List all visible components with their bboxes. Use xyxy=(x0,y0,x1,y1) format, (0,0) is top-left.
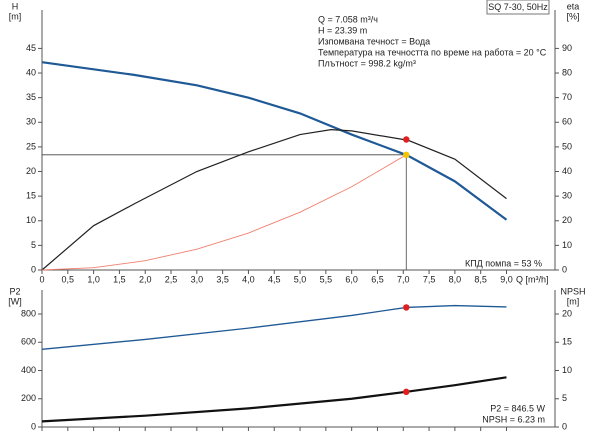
y-axis-unit: [W] xyxy=(8,296,22,306)
x-tick-label: 8,0 xyxy=(449,274,462,284)
info-line: H = 23.39 m xyxy=(318,25,367,35)
x-axis-label: Q [m³/h] xyxy=(516,274,549,284)
y2-tick-label: 15 xyxy=(562,337,572,347)
x-tick-label: 6,0 xyxy=(345,274,358,284)
duty-point xyxy=(403,136,410,143)
y-tick-label: 40 xyxy=(26,67,36,77)
y-tick-label: 30 xyxy=(26,117,36,127)
y-tick-label: 20 xyxy=(26,166,36,176)
y-tick-label: 5 xyxy=(31,240,36,250)
x-tick-label: 1,0 xyxy=(87,274,100,284)
chart-title: SQ 7-30, 50Hz xyxy=(488,2,548,12)
y-tick-label: 45 xyxy=(26,43,36,53)
info-line: NPSH = 6.23 m xyxy=(482,414,545,424)
info-line: Изпомвана течност = Вода xyxy=(318,36,430,46)
y-tick-label: 0 xyxy=(31,421,36,431)
curve xyxy=(41,376,507,423)
y2-tick-label: 40 xyxy=(562,166,572,176)
x-tick-label: 5,5 xyxy=(320,274,333,284)
y-tick-label: 35 xyxy=(26,92,36,102)
y2-axis-label: eta xyxy=(567,1,580,11)
y2-tick-label: 90 xyxy=(562,43,572,53)
y-tick-label: 15 xyxy=(26,191,36,201)
y2-tick-label: 5 xyxy=(562,393,567,403)
crosshair xyxy=(42,154,407,270)
y2-tick-label: 20 xyxy=(562,308,572,318)
info-line: Температура на течността по време на раб… xyxy=(318,47,547,57)
y2-tick-label: 0 xyxy=(562,264,567,274)
curve xyxy=(41,61,508,221)
x-tick-label: 3,5 xyxy=(216,274,229,284)
curve xyxy=(41,129,507,271)
y-tick-label: 800 xyxy=(21,308,36,318)
x-tick-label: 2,5 xyxy=(165,274,178,284)
y2-tick-label: 20 xyxy=(562,215,572,225)
duty-point xyxy=(403,304,410,311)
y-tick-label: 25 xyxy=(26,141,36,151)
y2-tick-label: 10 xyxy=(562,240,572,250)
duty-point xyxy=(403,388,410,396)
x-tick-label: 3,0 xyxy=(191,274,204,284)
plot-frame xyxy=(41,290,556,428)
info-line: Плътност = 998.2 kg/m³ xyxy=(318,58,416,68)
curve xyxy=(41,154,407,271)
y-axis-label: H xyxy=(12,1,19,11)
x-tick-label: 0,5 xyxy=(62,274,75,284)
x-tick-label: 0 xyxy=(39,274,44,284)
x-tick-label: 8,5 xyxy=(474,274,487,284)
y2-tick-label: 80 xyxy=(562,67,572,77)
info-line: Q = 7.058 m³/ч xyxy=(318,14,378,24)
efficiency-note: КПД помпа = 53 % xyxy=(465,258,542,268)
info-line: P2 = 846.5 W xyxy=(490,403,545,413)
y-tick-label: 400 xyxy=(21,365,36,375)
y2-axis-label: NPSH xyxy=(560,286,585,296)
y2-tick-label: 70 xyxy=(562,92,572,102)
y-axis-unit: [m] xyxy=(9,11,22,21)
x-tick-label: 7,0 xyxy=(397,274,410,284)
y2-tick-label: 10 xyxy=(562,365,572,375)
x-tick-label: 2,0 xyxy=(139,274,152,284)
y-tick-label: 200 xyxy=(21,393,36,403)
y2-tick-label: 60 xyxy=(562,117,572,127)
x-tick-label: 6,5 xyxy=(371,274,384,284)
curve xyxy=(41,304,507,350)
y2-tick-label: 50 xyxy=(562,141,572,151)
x-tick-label: 9,0 xyxy=(500,274,513,284)
x-tick-label: 1,5 xyxy=(113,274,126,284)
y-tick-label: 10 xyxy=(26,215,36,225)
x-tick-label: 5,0 xyxy=(294,274,307,284)
y2-tick-label: 30 xyxy=(562,191,572,201)
x-tick-label: 7,5 xyxy=(423,274,436,284)
x-tick-label: 4,0 xyxy=(242,274,255,284)
y2-axis-unit: [%] xyxy=(566,11,579,21)
y-axis-label: P2 xyxy=(9,286,20,296)
duty-point xyxy=(403,151,410,159)
plot-frame xyxy=(41,10,556,271)
y-tick-label: 600 xyxy=(21,337,36,347)
x-tick-label: 4,5 xyxy=(268,274,281,284)
title-box xyxy=(486,0,550,15)
y2-tick-label: 0 xyxy=(562,421,567,431)
y-tick-label: 0 xyxy=(31,264,36,274)
y2-axis-unit: [m] xyxy=(567,296,580,306)
